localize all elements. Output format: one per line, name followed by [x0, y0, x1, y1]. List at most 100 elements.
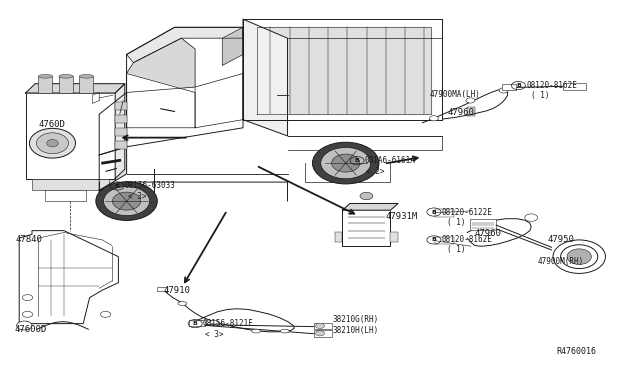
Ellipse shape — [96, 182, 157, 221]
Circle shape — [316, 331, 324, 336]
Bar — [59, 76, 73, 93]
Text: < 2>: < 2> — [366, 167, 385, 176]
Polygon shape — [26, 84, 125, 93]
Polygon shape — [127, 74, 195, 128]
Bar — [32, 179, 109, 190]
Bar — [79, 76, 93, 93]
Text: B: B — [431, 209, 436, 215]
Text: 47840: 47840 — [16, 235, 43, 244]
Ellipse shape — [553, 240, 605, 273]
Ellipse shape — [113, 192, 141, 210]
Bar — [45, 190, 86, 201]
Polygon shape — [127, 27, 243, 62]
Text: 4760D: 4760D — [38, 120, 65, 129]
Text: 47950: 47950 — [547, 235, 574, 244]
Polygon shape — [99, 93, 127, 155]
Bar — [314, 330, 332, 337]
Text: B: B — [193, 321, 198, 326]
Text: ( 1): ( 1) — [447, 218, 465, 227]
Text: 08120-8162E: 08120-8162E — [526, 81, 577, 90]
Bar — [435, 237, 454, 244]
Text: 47960: 47960 — [448, 108, 475, 117]
Text: 47960: 47960 — [475, 229, 502, 238]
Ellipse shape — [59, 74, 73, 78]
Bar — [314, 323, 332, 329]
Text: 47931M: 47931M — [386, 212, 418, 221]
Circle shape — [316, 323, 324, 328]
Polygon shape — [92, 93, 99, 103]
Text: < 3>: < 3> — [205, 330, 223, 339]
Circle shape — [22, 295, 33, 301]
Ellipse shape — [567, 249, 591, 264]
Polygon shape — [195, 74, 243, 128]
Ellipse shape — [38, 74, 52, 78]
Ellipse shape — [104, 187, 150, 216]
Text: R4760016: R4760016 — [557, 347, 596, 356]
Bar — [563, 83, 586, 90]
Ellipse shape — [561, 245, 598, 269]
Circle shape — [429, 116, 438, 121]
Text: < 3>: < 3> — [128, 192, 147, 201]
Text: 47600D: 47600D — [14, 325, 46, 334]
Bar — [38, 76, 52, 93]
Bar — [342, 210, 390, 246]
Text: B: B — [115, 183, 120, 189]
Polygon shape — [243, 19, 287, 136]
Circle shape — [22, 311, 33, 317]
Polygon shape — [115, 84, 125, 179]
Text: 47910: 47910 — [163, 286, 190, 295]
Polygon shape — [243, 19, 442, 120]
Ellipse shape — [79, 74, 93, 78]
Bar — [467, 107, 475, 116]
Bar — [335, 232, 342, 242]
Ellipse shape — [210, 320, 219, 324]
Ellipse shape — [321, 147, 371, 179]
Ellipse shape — [312, 142, 379, 184]
Text: B: B — [516, 83, 521, 88]
Text: 08156-63033: 08156-63033 — [125, 182, 175, 190]
Circle shape — [466, 98, 475, 103]
Circle shape — [360, 192, 372, 200]
Text: 47900MA(LH): 47900MA(LH) — [430, 90, 481, 99]
Polygon shape — [257, 27, 431, 114]
Text: 47900M(RH): 47900M(RH) — [538, 257, 584, 266]
Bar — [502, 84, 516, 90]
Polygon shape — [223, 27, 243, 65]
Text: 38210H(LH): 38210H(LH) — [333, 326, 379, 335]
Polygon shape — [19, 231, 118, 324]
Text: 38210G(RH): 38210G(RH) — [333, 315, 379, 324]
Bar — [115, 115, 127, 123]
Ellipse shape — [332, 154, 360, 172]
Bar — [435, 209, 454, 217]
Circle shape — [17, 321, 32, 330]
Text: 08120-6122E: 08120-6122E — [442, 208, 492, 217]
Circle shape — [499, 88, 508, 93]
Polygon shape — [127, 27, 243, 147]
Ellipse shape — [47, 140, 58, 147]
Text: 08120-8162E: 08120-8162E — [442, 235, 492, 244]
Polygon shape — [99, 147, 127, 190]
Circle shape — [100, 311, 111, 317]
Polygon shape — [127, 38, 195, 93]
Ellipse shape — [280, 329, 289, 333]
Circle shape — [525, 214, 538, 221]
Bar — [470, 219, 496, 230]
Ellipse shape — [178, 302, 187, 305]
Bar — [26, 93, 115, 179]
Polygon shape — [99, 182, 127, 201]
Bar — [390, 232, 398, 242]
Text: 08156-8121E: 08156-8121E — [203, 319, 253, 328]
Bar — [157, 287, 167, 291]
Text: ( 1): ( 1) — [447, 246, 465, 254]
Bar — [115, 128, 127, 136]
Bar — [115, 141, 127, 149]
Text: 081A6-6161A: 081A6-6161A — [365, 156, 415, 165]
Ellipse shape — [29, 128, 76, 158]
Text: B: B — [431, 237, 436, 243]
Text: ( 1): ( 1) — [531, 91, 550, 100]
Bar — [115, 102, 127, 110]
Polygon shape — [342, 203, 398, 210]
Ellipse shape — [252, 329, 260, 333]
Text: B: B — [355, 158, 360, 163]
Bar — [189, 320, 205, 326]
